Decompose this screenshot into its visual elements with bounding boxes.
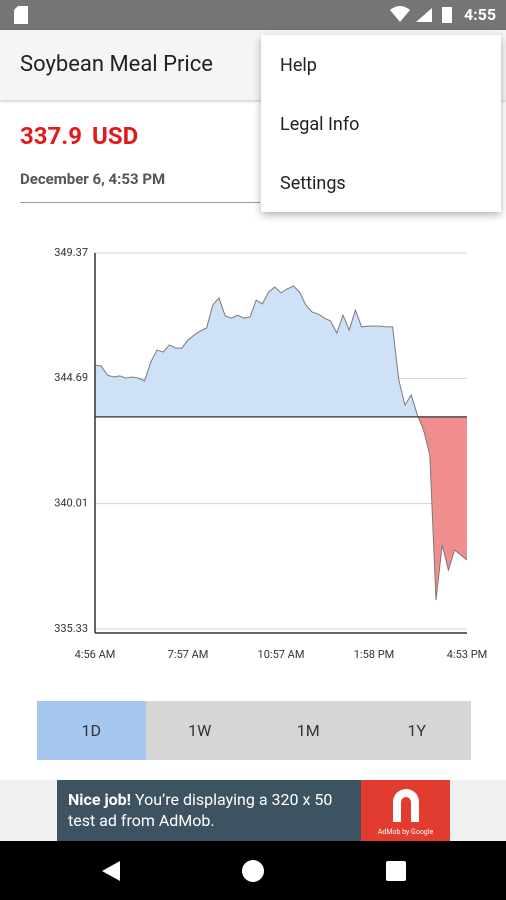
x-tick-label: 1:58 PM xyxy=(354,648,394,661)
admob-icon xyxy=(393,789,419,822)
menu-item[interactable]: Settings xyxy=(280,173,346,194)
back-button[interactable] xyxy=(102,861,120,881)
ad-logo-text: AdMob by Google xyxy=(377,828,434,836)
ad-banner[interactable]: Nice job! You’re displaying a 320 x 50 t… xyxy=(57,780,450,841)
ad-headline: Nice job! xyxy=(68,790,131,809)
x-tick-label: 10:57 AM xyxy=(258,648,305,661)
menu-item[interactable]: Help xyxy=(280,55,317,76)
chart: 335.33 340.01 344.69 349.37 4:56 AM 7:57 AM 10… xyxy=(54,246,487,661)
app-title: Soybean Meal Price xyxy=(20,52,213,77)
ad-text: Nice job! You’re displaying a 320 x 50 t… xyxy=(68,789,363,831)
range-tab[interactable]: 1Y xyxy=(407,721,427,740)
currency: USD xyxy=(92,122,139,150)
y-tick-label: 349.37 xyxy=(54,246,88,259)
price-value: 337.9 xyxy=(20,122,83,150)
divider xyxy=(20,202,260,203)
overflow-menu: Help Legal Info Settings xyxy=(261,35,501,212)
area-above xyxy=(95,285,467,417)
ad-logo: AdMob by Google xyxy=(361,780,450,841)
price: 337.9 USD xyxy=(20,122,138,150)
range-tab[interactable]: 1M xyxy=(296,721,320,740)
ad-body: You’re displaying a 320 x 50 test ad fro… xyxy=(68,790,333,830)
y-tick-label: 344.69 xyxy=(54,371,88,384)
status-icons xyxy=(390,6,452,23)
nav-bar xyxy=(0,841,506,900)
x-tick-label: 7:57 AM xyxy=(168,648,209,661)
clock: 4:55 xyxy=(463,5,496,24)
recents-button[interactable] xyxy=(386,861,406,881)
x-tick-label: 4:53 PM xyxy=(447,648,487,661)
sd-icon xyxy=(14,6,28,24)
home-button[interactable] xyxy=(242,860,264,882)
range-tabs: 1D 1W 1M 1Y xyxy=(37,701,471,760)
x-tick-label: 4:56 AM xyxy=(75,648,116,661)
y-tick-label: 340.01 xyxy=(54,497,88,510)
range-tab[interactable]: 1W xyxy=(188,721,212,740)
range-tab[interactable]: 1D xyxy=(37,701,146,760)
timestamp: December 6, 4:53 PM xyxy=(20,170,166,188)
y-tick-label: 335.33 xyxy=(54,622,88,635)
menu-item[interactable]: Legal Info xyxy=(280,114,360,135)
nav-buttons xyxy=(102,860,406,882)
status-bar: 4:55 xyxy=(0,0,506,30)
price-line xyxy=(94,285,468,601)
